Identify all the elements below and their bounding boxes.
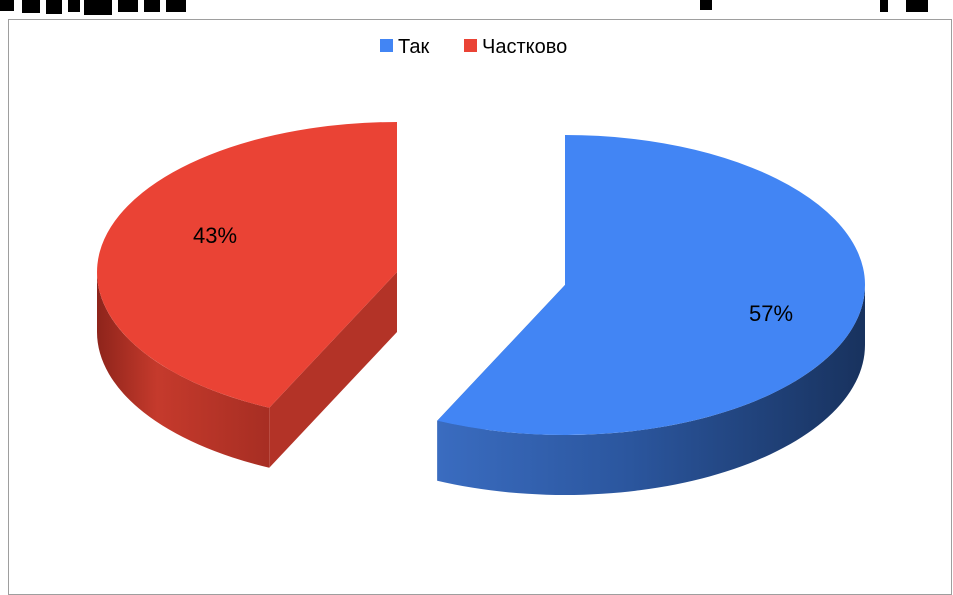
slice-chastkovo-top	[97, 122, 397, 408]
slice-tak-top	[437, 135, 866, 436]
cropped-text-glyphs	[0, 0, 928, 15]
legend-swatch-chastkovo	[464, 39, 477, 52]
cropped-document-text	[0, 0, 953, 20]
slice-tak	[437, 135, 866, 495]
slice-chastkovo-side-0	[97, 272, 270, 468]
legend-label-tak: Так	[398, 36, 429, 58]
slice-chastkovo	[97, 122, 397, 468]
chart-legend: Так Частково	[380, 36, 567, 58]
slice-tak-side-0	[437, 285, 865, 495]
slice-chastkovo-cut-face	[269, 272, 397, 468]
legend-swatch-tak	[380, 39, 393, 52]
legend-label-chastkovo: Частково	[482, 36, 567, 58]
data-label-tak: 57%	[749, 301, 793, 326]
data-label-chastkovo: 43%	[193, 223, 237, 248]
